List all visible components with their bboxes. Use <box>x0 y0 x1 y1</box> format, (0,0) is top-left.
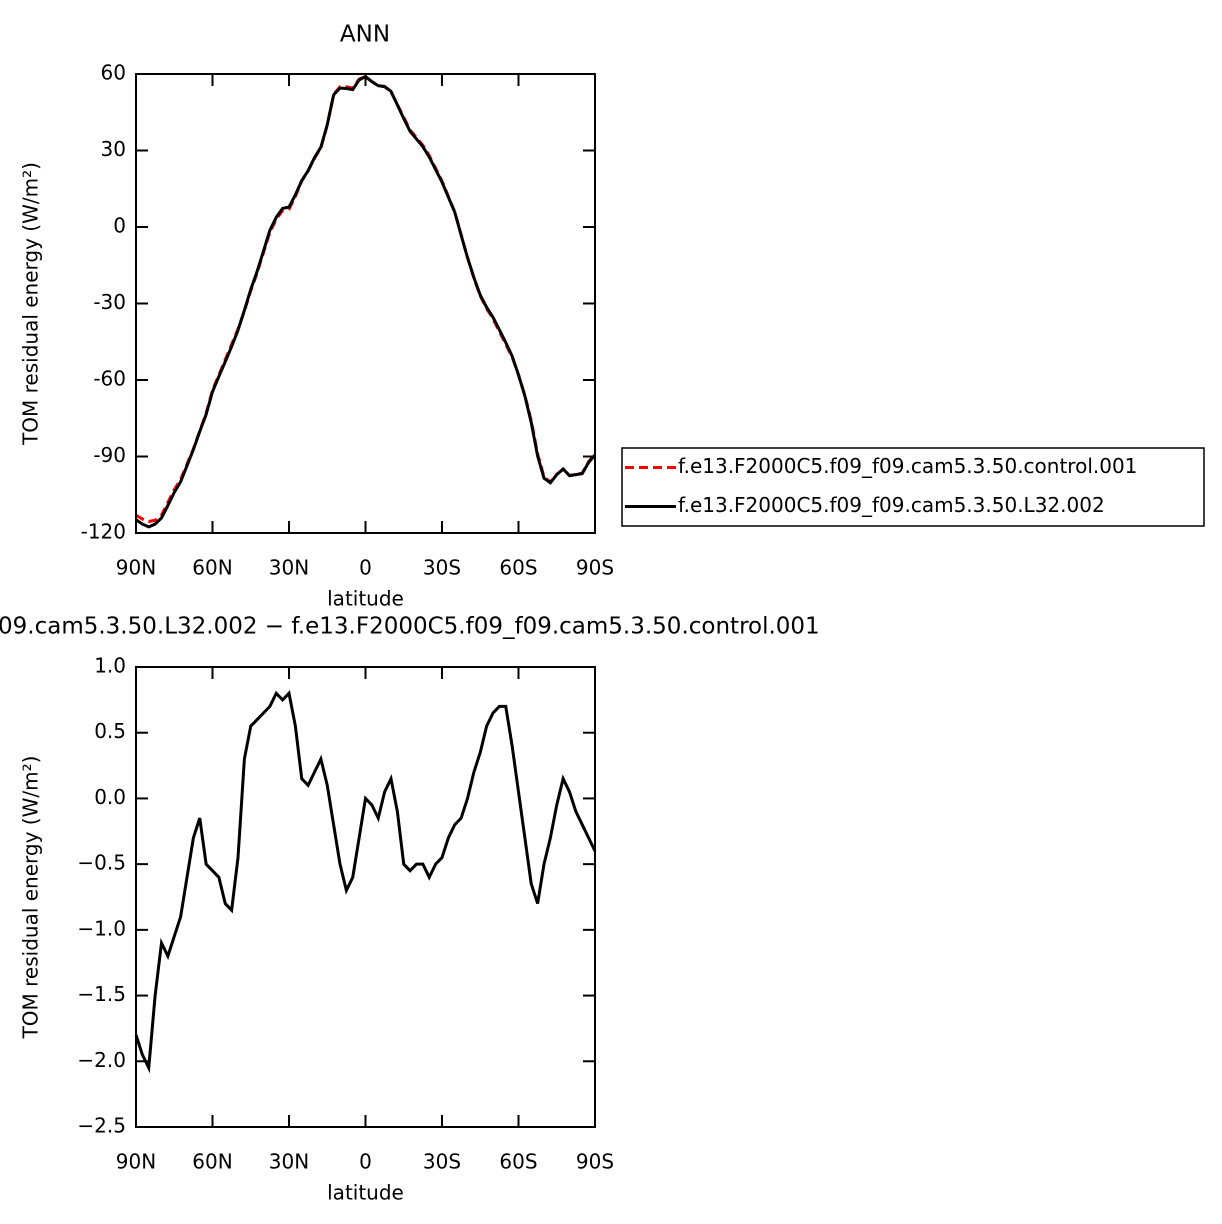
x-tick-label: 0 <box>359 1150 372 1174</box>
x-tick-label: 30S <box>423 1150 461 1174</box>
y-axis-label: TOM residual energy (W/m²) <box>19 756 43 1040</box>
y-tick-label: -120 <box>81 520 126 544</box>
y-tick-label: −1.0 <box>77 916 126 940</box>
x-tick-label: 0 <box>359 556 372 580</box>
x-tick-label: 60S <box>499 556 537 580</box>
y-tick-label: 30 <box>101 137 126 161</box>
chart-title: 09.cam5.3.50.L32.002 − f.e13.F2000C5.f09… <box>0 614 820 640</box>
x-axis-label: latitude <box>327 1181 404 1205</box>
legend-box <box>621 447 1205 527</box>
x-tick-label: 90S <box>576 556 614 580</box>
x-tick-label: 90S <box>576 1150 614 1174</box>
x-axis-label: latitude <box>327 587 404 611</box>
y-tick-label: −2.5 <box>77 1114 126 1138</box>
data-line <box>134 690 597 1074</box>
x-tick-label: 90N <box>116 556 156 580</box>
x-tick-label: 30N <box>269 1150 309 1174</box>
plot-frame <box>135 666 596 1128</box>
x-tick-label: 30N <box>269 556 309 580</box>
y-tick-label: 1.0 <box>94 654 126 678</box>
chart-title: ANN <box>340 22 390 48</box>
plot-frame <box>135 73 596 534</box>
x-tick-label: 90N <box>116 1150 156 1174</box>
legend-label: f.e13.F2000C5.f09_f09.cam5.3.50.control.… <box>678 454 1137 478</box>
y-tick-label: 60 <box>101 61 126 85</box>
y-tick-label: 0 <box>113 214 126 238</box>
data-line <box>135 74 597 524</box>
y-tick-label: -60 <box>93 367 126 391</box>
y-tick-label: 0.0 <box>94 785 126 809</box>
y-tick-label: −2.0 <box>77 1048 126 1072</box>
y-tick-label: −1.5 <box>77 982 126 1006</box>
y-tick-label: −0.5 <box>77 851 126 875</box>
x-tick-label: 30S <box>423 556 461 580</box>
y-tick-label: -90 <box>93 443 126 467</box>
x-tick-label: 60N <box>192 556 232 580</box>
y-axis-label: TOM residual energy (W/m²) <box>19 162 43 446</box>
x-tick-label: 60S <box>499 1150 537 1174</box>
x-tick-label: 60N <box>192 1150 232 1174</box>
y-tick-label: -30 <box>93 290 126 314</box>
y-tick-label: 0.5 <box>94 719 126 743</box>
legend-label: f.e13.F2000C5.f09_f09.cam5.3.50.L32.002 <box>678 493 1105 517</box>
data-line <box>135 74 597 529</box>
